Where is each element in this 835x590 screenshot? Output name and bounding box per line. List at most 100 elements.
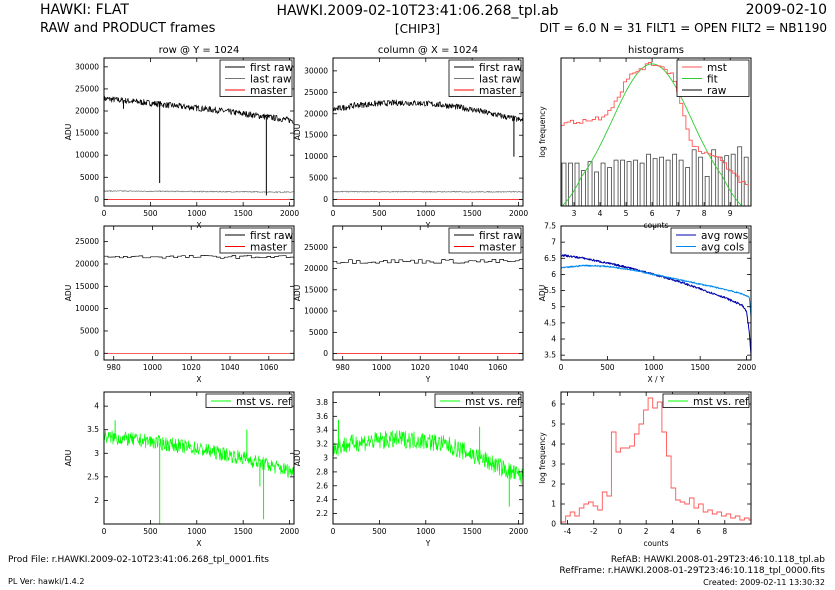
raw-histogram-bar xyxy=(704,175,710,206)
x-axis-label: X xyxy=(196,375,201,384)
legend-label: mst vs. ref xyxy=(236,396,292,408)
x-tick-label: 2 xyxy=(644,527,649,536)
y-tick-label: 0 xyxy=(323,349,328,358)
created-timestamp: Created: 2009-02-11 13:30:32 xyxy=(703,578,825,587)
y-tick-label: 3 xyxy=(551,460,556,469)
y-tick-label: 3 xyxy=(323,454,328,463)
x-tick-label: 1500 xyxy=(463,209,482,218)
y-tick-label: 25000 xyxy=(304,243,328,252)
raw-histogram-bar xyxy=(678,159,684,206)
product-file: Prod File: r.HAWKI.2009-02-10T23:41:06.2… xyxy=(8,555,269,565)
chart-ratio-col: 0 500 1000 1500 2000 2.2 2.4 2.6 2.8 3 3.2 3.4 3.6 3.… xyxy=(293,391,528,548)
raw-histogram-bar xyxy=(613,159,619,206)
x-tick-label: 1020 xyxy=(182,363,201,372)
legend-label: first raw xyxy=(479,230,523,242)
legend-label: master xyxy=(250,85,288,97)
y-tick-label: 20000 xyxy=(75,107,99,116)
observation-filename: HAWKI.2009-02-10T23:41:06.268_tpl.ab xyxy=(276,3,559,19)
x-tick-label: 1020 xyxy=(411,363,430,372)
plot-area xyxy=(333,259,523,354)
x-tick-label: 1500 xyxy=(691,363,710,372)
reference-ab: RefAB: HAWKI.2008-01-29T23:46:10.118_tpl… xyxy=(610,555,825,565)
legend-label: last raw xyxy=(479,74,521,86)
y-tick-label: 6.5 xyxy=(544,254,556,263)
legend-label: master xyxy=(479,242,517,254)
x-tick-label: 0 xyxy=(559,363,564,372)
plot-frame xyxy=(332,391,524,525)
y-tick-label: 10000 xyxy=(304,307,328,316)
legend-box xyxy=(219,227,293,254)
series-last-raw xyxy=(333,190,523,193)
legend-label: first raw xyxy=(250,230,294,242)
y-tick-label: 4 xyxy=(94,402,99,411)
chart-col-zoom: 980 1000 1020 1040 1060 0 5000 10000 15000 20000 2… xyxy=(293,225,524,384)
y-tick-label: 0 xyxy=(94,195,99,204)
y-axis-label: ADU xyxy=(64,285,73,301)
series-first-raw xyxy=(333,99,523,122)
x-tick-label: 1000 xyxy=(372,363,391,372)
y-tick-label: 15000 xyxy=(304,285,328,294)
legend-label: raw xyxy=(707,85,727,97)
raw-histogram-bar xyxy=(646,153,651,206)
y-axis-label: ADU xyxy=(293,285,302,301)
raw-histogram-bar xyxy=(711,149,717,206)
y-tick-label: 5000 xyxy=(309,328,328,337)
y-tick-label: 3.8 xyxy=(316,398,328,407)
y-tick-label: 15000 xyxy=(304,131,328,140)
plot-frame xyxy=(560,57,752,207)
x-tick-label: 9 xyxy=(728,209,733,218)
y-tick-label: 20000 xyxy=(75,259,99,268)
raw-histogram-bar xyxy=(672,153,678,206)
series-last-raw xyxy=(104,190,294,193)
chart-row-zoom: 980 1000 1020 1040 1060 0 5000 10000 15000 20000 2… xyxy=(64,225,295,384)
series-first-raw xyxy=(104,95,294,124)
raw-histogram-bar xyxy=(568,162,573,206)
chart-title: column @ X = 1024 xyxy=(378,45,478,56)
x-axis-label: counts xyxy=(643,539,668,548)
x-tick-label: 7 xyxy=(676,209,681,218)
y-axis-label: log frequency xyxy=(538,106,547,158)
legend-label: mst vs. ref xyxy=(465,396,521,408)
raw-histogram-bar xyxy=(594,171,599,206)
series-mst-vs-ref xyxy=(333,430,523,485)
x-axis-label: X / Y xyxy=(647,375,664,384)
x-tick-label: 2000 xyxy=(737,363,756,372)
y-tick-label: 2 xyxy=(94,496,99,505)
y-tick-label: 0 xyxy=(551,520,556,529)
reference-frame: RefFrame: r.HAWKI.2008-01-29T23:46:10.11… xyxy=(559,566,825,576)
report-date: 2009-02-10 xyxy=(745,2,827,18)
y-axis-label: ADU xyxy=(538,285,547,301)
legend-box xyxy=(662,393,750,408)
legend-box xyxy=(448,227,522,254)
x-tick-label: 500 xyxy=(600,363,615,372)
x-tick-label: 1040 xyxy=(449,363,468,372)
fit-curve xyxy=(561,63,743,206)
report-subtitle: RAW and PRODUCT frames xyxy=(40,21,216,36)
y-tick-label: 4 xyxy=(551,440,556,449)
y-tick-label: 10000 xyxy=(75,304,99,313)
plot-frame xyxy=(332,57,524,207)
legend-box xyxy=(670,227,750,254)
x-tick-label: 1000 xyxy=(143,363,162,372)
x-tick-label: 500 xyxy=(372,527,387,536)
legend: mst vs. ref xyxy=(662,393,750,408)
y-tick-label: 10000 xyxy=(304,152,328,161)
chart-hist-bottom: -4 -2 0 2 4 6 8 0 1 2 3 4 5 6 counts log frequency mst v… xyxy=(538,391,752,548)
plot-area xyxy=(333,419,523,507)
y-tick-label: 6 xyxy=(551,400,556,409)
x-tick-label: 2000 xyxy=(280,209,299,218)
master-histogram-line xyxy=(561,62,749,186)
legend-label: first raw xyxy=(479,62,523,74)
raw-histogram-bar xyxy=(600,162,606,206)
x-tick-label: 1000 xyxy=(187,527,206,536)
y-tick-label: 5 xyxy=(551,302,556,311)
y-tick-label: 5000 xyxy=(309,174,328,183)
y-tick-label: 5000 xyxy=(80,173,99,182)
plot-frame xyxy=(103,57,295,207)
raw-histogram-bar xyxy=(685,167,691,206)
